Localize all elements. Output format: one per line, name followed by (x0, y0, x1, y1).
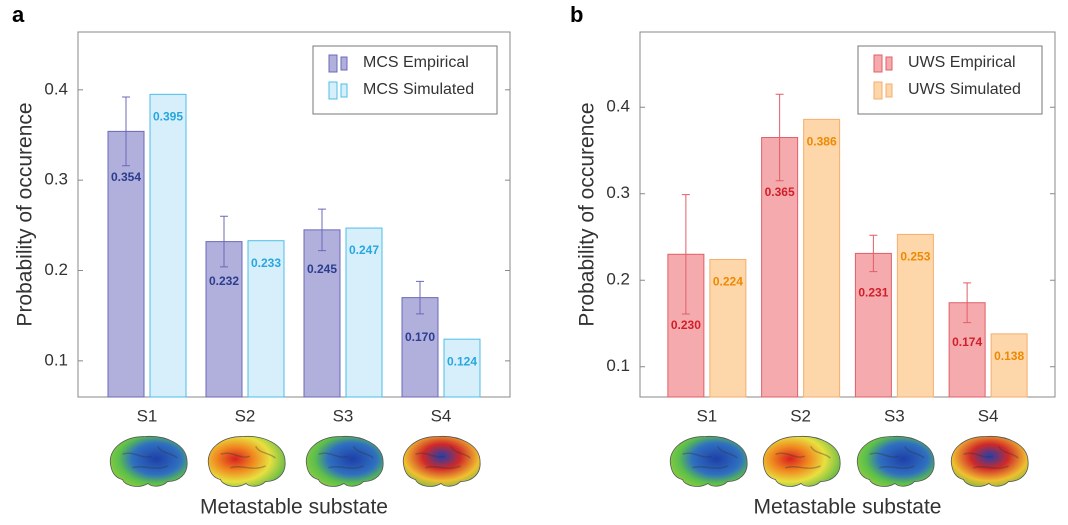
value-label: 0.354 (111, 170, 141, 184)
y-axis-label: Probability of occurence (14, 102, 37, 326)
brain-map (763, 436, 840, 486)
x-tick-label: S2 (790, 406, 811, 425)
value-label: 0.253 (900, 250, 930, 264)
brain-map (110, 436, 187, 486)
value-label: 0.230 (671, 318, 701, 332)
x-tick-label: S1 (137, 406, 158, 425)
value-label: 0.395 (153, 110, 183, 124)
value-label: 0.170 (405, 330, 435, 344)
value-label: 0.231 (858, 286, 888, 300)
y-tick-label: 0.3 (606, 183, 630, 202)
legend-swatch (329, 55, 337, 72)
value-label: 0.365 (765, 185, 795, 199)
legend-label: UWS Simulated (908, 81, 1021, 98)
brain-map (403, 436, 480, 486)
brain-map (208, 436, 285, 486)
x-axis-label: Metastable substate (754, 496, 942, 519)
x-tick-label: S2 (235, 406, 256, 425)
value-label: 0.386 (807, 135, 837, 149)
panel-letter: b (570, 2, 583, 27)
brain-maps (110, 436, 1028, 486)
y-tick-label: 0.4 (606, 97, 630, 116)
value-label: 0.245 (307, 262, 337, 276)
bar (304, 230, 340, 397)
brain-map (306, 436, 383, 486)
legend-label: MCS Empirical (363, 54, 469, 71)
y-tick-label: 0.3 (44, 170, 68, 189)
y-tick-label: 0.2 (606, 270, 630, 289)
y-tick-label: 0.1 (606, 356, 630, 375)
brain-map (951, 436, 1028, 486)
x-tick-label: S3 (884, 406, 905, 425)
legend-label: UWS Empirical (908, 54, 1016, 71)
bar (150, 94, 186, 397)
x-axis-label: Metastable substate (200, 496, 388, 519)
panel-letter: a (12, 2, 25, 27)
legend-swatch (341, 84, 347, 97)
legend-swatch (329, 82, 337, 99)
brain-map (670, 436, 747, 486)
bar (991, 334, 1027, 397)
value-label: 0.138 (994, 349, 1024, 363)
y-tick-label: 0.1 (44, 350, 68, 369)
bar (855, 253, 891, 397)
figure: a 0.1 0.2 0.3 0.4 S1 0.354 0.395 S2 0.232 0.233 S3 0… (0, 0, 1068, 525)
legend-label: MCS Simulated (363, 81, 474, 98)
x-tick-label: S3 (333, 406, 354, 425)
x-tick-label: S1 (696, 406, 717, 425)
legend-swatch (341, 57, 347, 70)
legend-swatch (886, 84, 892, 97)
value-label: 0.124 (447, 354, 477, 368)
value-label: 0.232 (209, 274, 239, 288)
legend-swatch (874, 82, 882, 99)
value-label: 0.174 (952, 335, 982, 349)
y-tick-label: 0.4 (44, 79, 68, 98)
legend-swatch (874, 55, 882, 72)
y-axis-label: Probability of occurence (576, 102, 599, 326)
x-tick-label: S4 (431, 406, 452, 425)
y-tick-label: 0.2 (44, 260, 68, 279)
brain-map (857, 436, 934, 486)
x-tick-label: S4 (978, 406, 999, 425)
bar (804, 119, 840, 397)
value-label: 0.247 (349, 243, 379, 257)
value-label: 0.233 (251, 256, 281, 270)
legend-swatch (886, 57, 892, 70)
value-label: 0.224 (713, 275, 743, 289)
